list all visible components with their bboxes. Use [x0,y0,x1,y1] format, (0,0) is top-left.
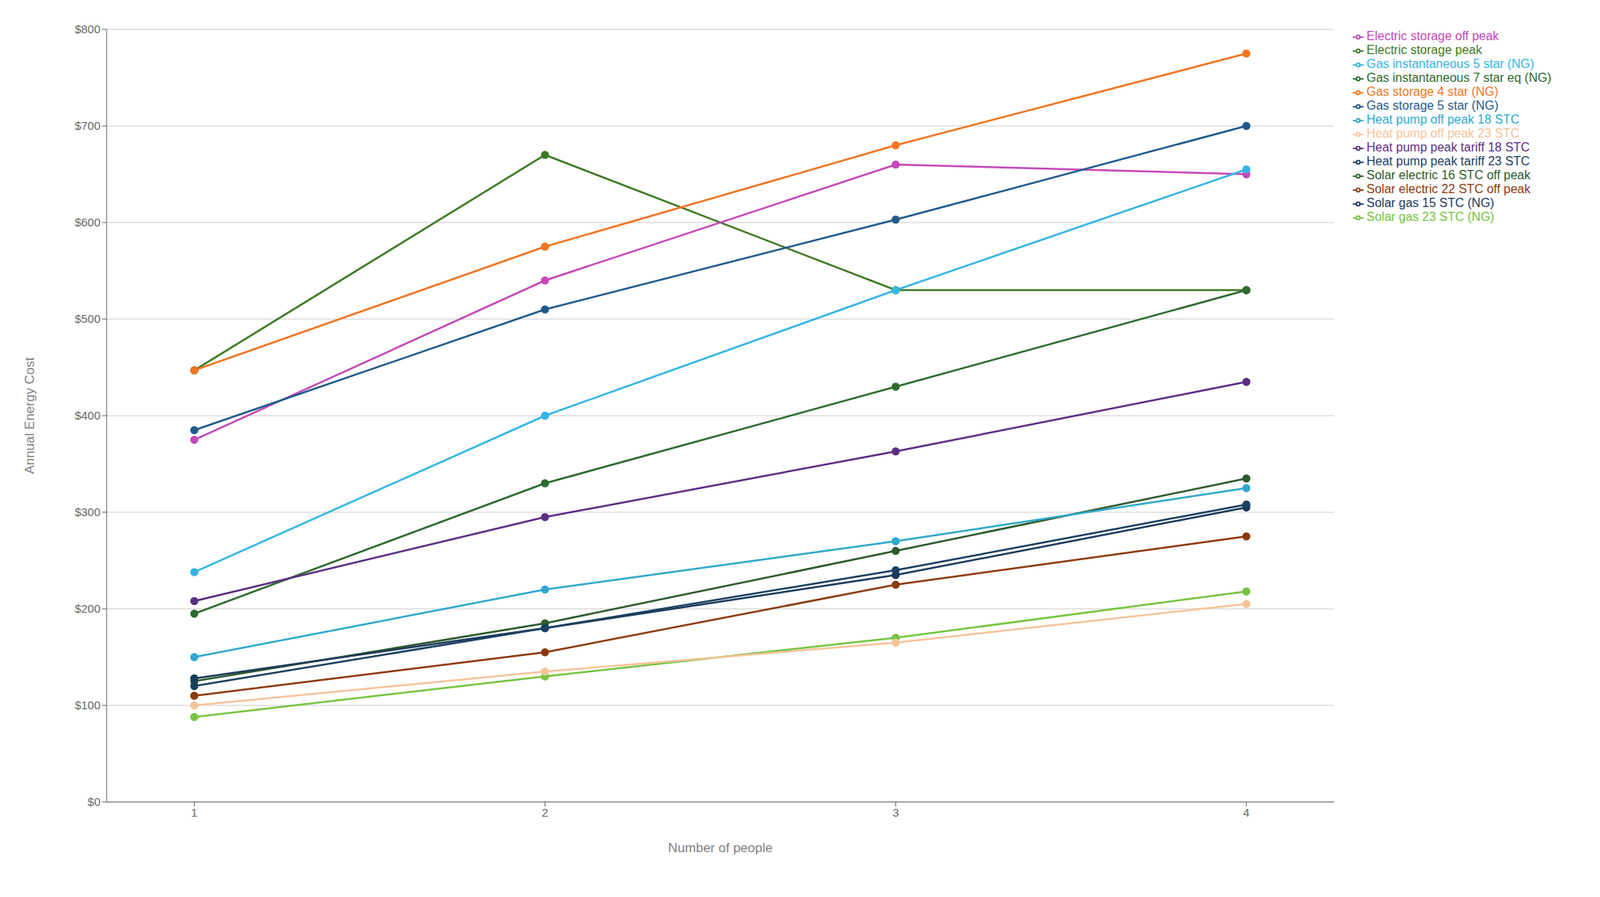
svg-text:$100: $100 [74,698,101,712]
html-text:Solar gas 23 STC (NG): Solar gas 23 STC (NG) [1366,210,1495,224]
svg-text:2: 2 [541,805,548,819]
html-text:Electric storage off peak: Electric storage off peak [1366,29,1499,43]
svg-text:$500: $500 [74,312,101,326]
svg-text:1: 1 [190,805,198,819]
svg-text:Number of people: Number of people [668,840,773,856]
svg-text:3: 3 [892,805,899,819]
html-text:Gas storage 4 star (NG): Gas storage 4 star (NG) [1366,84,1499,99]
svg-text:$700: $700 [74,118,101,133]
html-text:Solar gas 15 STC (NG): Solar gas 15 STC (NG) [1366,196,1495,210]
html-text:Solar electric 16 STC off peak: Solar electric 16 STC off peak [1366,168,1531,182]
html-text:Gas instantaneous 7 star eq (N: Gas instantaneous 7 star eq (NG) [1366,71,1552,85]
svg-text:4: 4 [1243,805,1250,819]
svg-text:$200: $200 [74,601,101,615]
html-text:Gas storage 5 star (NG): Gas storage 5 star (NG) [1366,98,1499,113]
svg-text:$0: $0 [87,794,101,809]
html-text:Electric storage peak: Electric storage peak [1366,43,1482,57]
svg-text:$600: $600 [74,215,101,229]
svg-text:Annual Energy Cost: Annual Energy Cost [22,356,38,474]
html-text:Solar electric 22 STC off peak: Solar electric 22 STC off peak [1366,182,1531,196]
svg-text:$400: $400 [74,408,101,422]
html-text:Heat pump peak tariff 23 STC: Heat pump peak tariff 23 STC [1366,154,1530,168]
html-text:Heat pump off peak 23 STC: Heat pump off peak 23 STC [1366,126,1520,140]
svg-text:$800: $800 [74,22,101,36]
html-text:Gas instantaneous 5 star (NG): Gas instantaneous 5 star (NG) [1366,57,1535,71]
html-text:Heat pump off peak 18 STC: Heat pump off peak 18 STC [1366,112,1520,126]
html-text:Heat pump peak tariff 18 STC: Heat pump peak tariff 18 STC [1366,140,1530,154]
svg-text:$300: $300 [74,505,101,519]
